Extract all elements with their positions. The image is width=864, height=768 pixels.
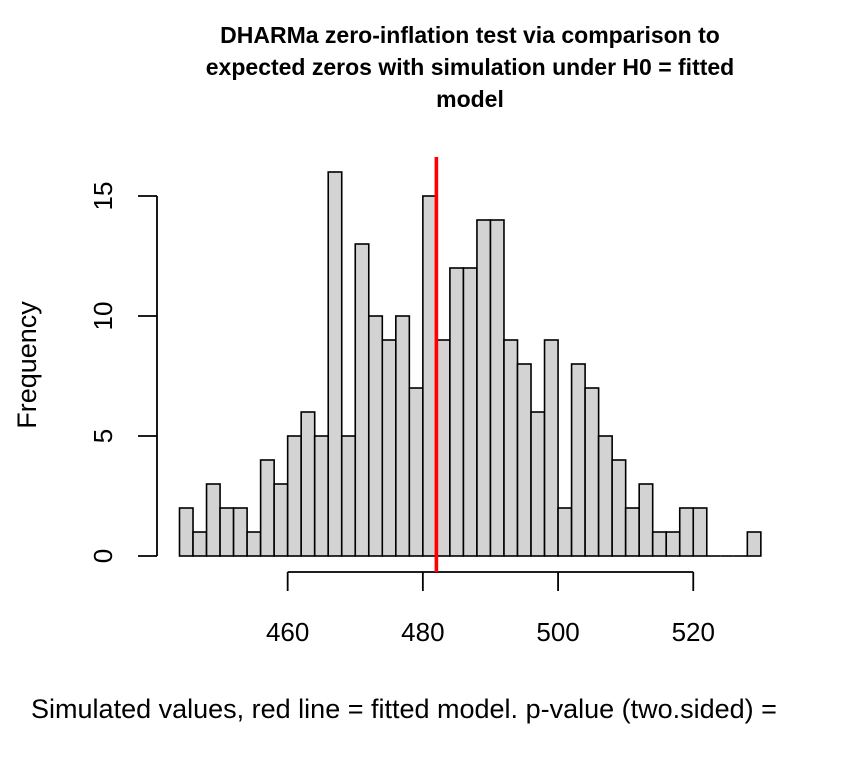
histogram-bars bbox=[178, 171, 762, 557]
histogram-bar bbox=[246, 531, 262, 557]
histogram-bar bbox=[557, 507, 573, 557]
histogram-bar bbox=[543, 339, 559, 557]
histogram-bar bbox=[367, 315, 384, 557]
x-tick-label: 480 bbox=[401, 617, 444, 647]
histogram-bar bbox=[503, 339, 519, 557]
y-tick-label: 0 bbox=[88, 549, 118, 563]
histogram-bar bbox=[597, 435, 613, 557]
chart-title: DHARMa zero-inflation test via compariso… bbox=[206, 22, 734, 112]
histogram-bar bbox=[476, 219, 492, 557]
histogram-bar bbox=[381, 339, 397, 557]
histogram-bar bbox=[746, 531, 762, 557]
histogram-bar bbox=[489, 219, 505, 557]
y-axis: 0 5 10 15 bbox=[88, 182, 158, 563]
histogram-bar bbox=[422, 195, 438, 557]
histogram-bar bbox=[408, 387, 424, 557]
histogram-bar bbox=[449, 267, 465, 557]
histogram-bar bbox=[259, 459, 275, 557]
histogram-bar bbox=[692, 507, 708, 557]
x-axis-label: Simulated values, red line = fitted mode… bbox=[31, 694, 777, 724]
histogram-bar bbox=[462, 267, 478, 557]
title-line: model bbox=[436, 86, 504, 112]
histogram-bar bbox=[313, 435, 330, 557]
histogram-bar bbox=[300, 411, 316, 557]
x-tick-label: 460 bbox=[266, 617, 309, 647]
title-line: expected zeros with simulation under H0 … bbox=[206, 54, 734, 80]
histogram-bar bbox=[638, 483, 654, 557]
histogram-bar bbox=[286, 435, 302, 557]
histogram-bar bbox=[192, 531, 208, 557]
histogram-bar bbox=[354, 243, 370, 557]
histogram-bar bbox=[611, 459, 627, 557]
x-axis: 460 480 500 520 bbox=[266, 571, 715, 647]
x-tick-label: 520 bbox=[672, 617, 715, 647]
histogram-bar bbox=[273, 483, 289, 557]
y-tick-label: 10 bbox=[88, 302, 118, 331]
histogram-bar bbox=[530, 411, 546, 557]
histogram-bar bbox=[327, 171, 343, 557]
histogram-bar bbox=[205, 483, 221, 557]
y-tick-label: 15 bbox=[88, 182, 118, 211]
title-line: DHARMa zero-inflation test via compariso… bbox=[220, 22, 720, 48]
histogram-bar bbox=[665, 531, 681, 557]
histogram-bar bbox=[624, 507, 640, 557]
y-tick-label: 5 bbox=[88, 429, 118, 443]
histogram-bar bbox=[340, 435, 357, 557]
histogram-bar bbox=[178, 507, 194, 557]
histogram-bar bbox=[219, 507, 235, 557]
y-axis-label: Frequency bbox=[12, 301, 42, 429]
histogram-bar bbox=[395, 315, 411, 557]
histogram-bar bbox=[570, 363, 586, 557]
histogram-bar bbox=[232, 507, 248, 557]
histogram-bar bbox=[435, 339, 451, 557]
histogram-bar bbox=[651, 531, 668, 557]
histogram-bar bbox=[584, 387, 600, 557]
histogram-bar bbox=[516, 363, 532, 557]
x-tick-label: 500 bbox=[536, 617, 579, 647]
histogram-bar bbox=[678, 507, 695, 557]
